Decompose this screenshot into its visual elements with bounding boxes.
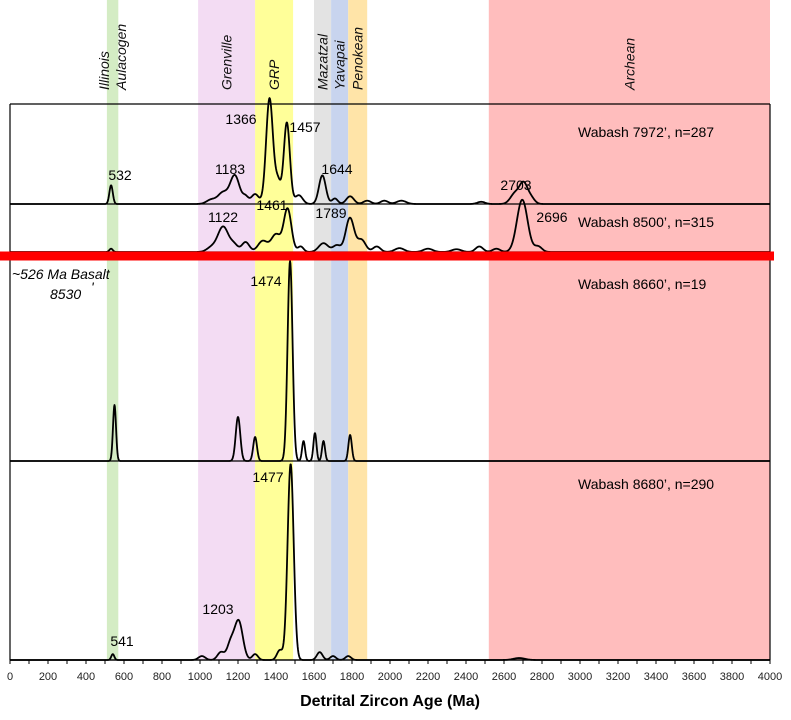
band-mazatzal	[314, 0, 332, 660]
peak-label-0-5: 2703	[500, 177, 531, 193]
sample-labels: Wabash 7972’, n=287 Wabash 8500’, n=315 Wa…	[578, 124, 714, 492]
band-label-illinois-aulacogen-1: Aulacogen	[113, 24, 129, 91]
peak-label-3-2: 1477	[252, 469, 283, 485]
band-label-yavapai-0: Yavapai	[332, 40, 348, 90]
x-tick-label-200: 200	[39, 671, 57, 683]
x-tick-label-3200: 3200	[606, 671, 630, 683]
curve-series-0	[9, 97, 771, 205]
x-tick-label-1000: 1000	[188, 671, 212, 683]
x-tick-label-2400: 2400	[454, 671, 478, 683]
basalt-marker: ~526 Ma Basalt 8530 '	[0, 251, 774, 302]
x-tick-label-1600: 1600	[302, 671, 326, 683]
band-illinois-aulacogen	[106, 0, 119, 660]
x-axis-title: Detrital Zircon Age (Ma)	[300, 693, 480, 710]
x-tick-label-1200: 1200	[226, 671, 250, 683]
x-tick-label-3600: 3600	[682, 671, 706, 683]
x-tick-label-3000: 3000	[568, 671, 592, 683]
basalt-label: ~526 Ma Basalt	[12, 266, 111, 282]
x-tick-label-2600: 2600	[492, 671, 516, 683]
x-tick-label-1400: 1400	[264, 671, 288, 683]
curve-series-2	[9, 260, 771, 462]
band-label-archean-0: Archean	[621, 38, 637, 91]
sample-label-1: Wabash 8500’, n=315	[578, 214, 714, 230]
peak-label-0-0: 532	[108, 167, 132, 183]
age-bands	[106, 0, 770, 660]
band-yavapai	[331, 0, 349, 660]
band-label-illinois-aulacogen-0: Illinois	[96, 51, 112, 90]
peak-label-0-3: 1457	[289, 119, 320, 135]
x-tick-label-600: 600	[115, 671, 133, 683]
age-band-labels: Illinois Aulacogen Grenville GRP Mazatzal Yav…	[96, 24, 637, 91]
band-penokean	[348, 0, 368, 660]
peak-label-0-4: 1644	[321, 161, 352, 177]
peak-label-0-2: 1366	[225, 111, 256, 127]
peak-label-2-0: 1474	[250, 273, 281, 289]
peak-label-1-2: 1789	[315, 205, 346, 221]
band-grenville	[198, 0, 256, 660]
sample-label-2: Wabash 8660’, n=19	[578, 276, 707, 292]
peak-label-3-1: 1203	[202, 601, 233, 617]
peak-label-1-1: 1461	[256, 197, 287, 213]
x-tick-label-4000: 4000	[758, 671, 782, 683]
x-tick-label-1800: 1800	[340, 671, 364, 683]
band-label-mazatzal-0: Mazatzal	[315, 33, 331, 90]
x-tick-label-2200: 2200	[416, 671, 440, 683]
x-axis: 0 200 400 600 800 1000 1200 1400 1600 1800 2000 220…	[7, 659, 782, 683]
band-archean	[488, 0, 770, 660]
band-label-grp-0: GRP	[266, 59, 282, 90]
x-tick-label-400: 400	[77, 671, 95, 683]
peak-label-3-0: 541	[110, 633, 134, 649]
sample-label-3: Wabash 8680’, n=290	[578, 476, 714, 492]
x-tick-label-800: 800	[153, 671, 171, 683]
x-tick-label-2000: 2000	[378, 671, 402, 683]
sample-label-0: Wabash 7972’, n=287	[578, 124, 714, 140]
basalt-depth-mark: '	[91, 279, 95, 295]
band-label-grenville-0: Grenville	[219, 35, 235, 90]
x-tick-label-0: 0	[7, 671, 13, 683]
peak-label-1-0: 1122	[208, 209, 238, 225]
band-label-penokean-0: Penokean	[350, 27, 366, 90]
basalt-depth-label: 8530	[50, 286, 81, 302]
peak-label-0-1: 1183	[215, 161, 245, 177]
peak-label-1-3: 2696	[536, 209, 567, 225]
peak-labels: 532 1183 1366 1457 1644 2703 1122 1461 1789 2696 1…	[108, 111, 567, 649]
x-tick-label-3400: 3400	[644, 671, 668, 683]
x-tick-label-3800: 3800	[720, 671, 744, 683]
x-tick-label-2800: 2800	[530, 671, 554, 683]
